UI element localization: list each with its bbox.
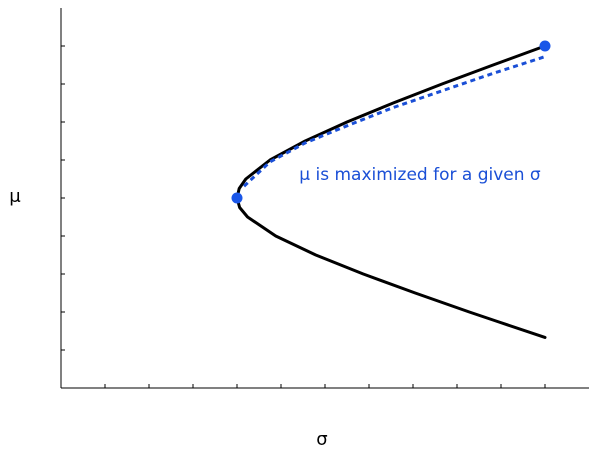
point (231, 192, 243, 204)
y-axis-label: μ (9, 186, 21, 207)
efficient-line (243, 55, 546, 188)
annotation: μ is maximized for a given σ (299, 165, 541, 185)
point (539, 40, 551, 52)
x-axis-label: σ (316, 429, 327, 450)
frontier-line (235, 44, 547, 339)
